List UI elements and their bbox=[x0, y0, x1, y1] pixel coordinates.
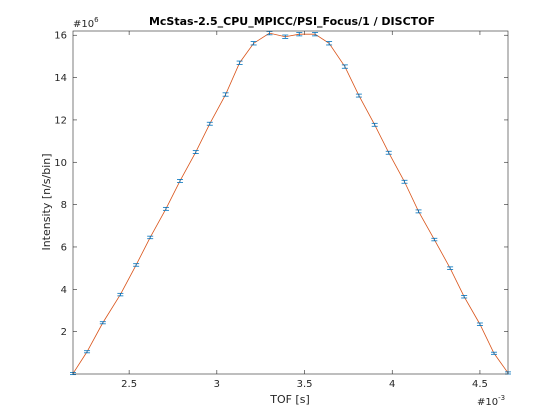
x-axis-label: TOF [s] bbox=[269, 393, 310, 406]
y-tick-label: 6 bbox=[61, 242, 67, 253]
x-tick-label: 3 bbox=[214, 379, 220, 390]
errorbar-point bbox=[461, 295, 468, 299]
errorbar-point bbox=[192, 150, 199, 154]
errorbar-point bbox=[176, 179, 183, 183]
errorbar-point bbox=[326, 41, 333, 46]
errorbar-point bbox=[341, 64, 348, 69]
x-tick-label: 2.5 bbox=[121, 379, 137, 390]
y-exponent-power: 6 bbox=[94, 16, 99, 24]
errorbar-point bbox=[266, 31, 273, 36]
errorbar-point bbox=[99, 321, 106, 325]
errorbar-point bbox=[133, 263, 140, 267]
errorbar-point bbox=[282, 34, 289, 39]
x-tick-label: 3.5 bbox=[297, 379, 313, 390]
errorbar-point bbox=[162, 206, 169, 211]
y-tick-label: 14 bbox=[54, 73, 67, 84]
y-tick-label: 16 bbox=[54, 31, 67, 42]
ticks-layer bbox=[73, 31, 508, 374]
errorbar-point bbox=[222, 92, 229, 97]
errorbar-point bbox=[355, 93, 362, 98]
x-exponent-label: #10-3 bbox=[477, 394, 505, 408]
errorbar-point bbox=[117, 292, 124, 297]
labels-layer: 2.5 3 3.5 4 4.5 2 4 6 8 10 12 14 16 bbox=[54, 31, 488, 390]
y-tick-label: 8 bbox=[61, 200, 67, 211]
plot-area bbox=[73, 31, 508, 374]
errorbar-point bbox=[84, 350, 91, 354]
x-exponent-power: -3 bbox=[498, 394, 505, 402]
errorbar-point bbox=[147, 235, 154, 240]
errorbar-point bbox=[431, 237, 438, 242]
x-tick-label: 4.5 bbox=[472, 379, 488, 390]
errorbar-point bbox=[415, 209, 422, 214]
errorbar-point bbox=[296, 32, 303, 37]
errorbar-point bbox=[206, 121, 213, 126]
y-tick-label: 2 bbox=[61, 327, 67, 338]
chart-title: McStas-2.5_CPU_MPICC/PSI_Focus/1 / DISCT… bbox=[149, 15, 435, 28]
x-tick-label: 4 bbox=[389, 379, 395, 390]
y-exponent-base: #10 bbox=[73, 19, 94, 30]
errorbar-point bbox=[371, 122, 378, 127]
errorbar-point bbox=[447, 266, 454, 270]
errorbar-point bbox=[490, 351, 497, 355]
y-tick-label: 10 bbox=[54, 158, 67, 169]
y-tick-label: 4 bbox=[61, 285, 67, 296]
errorbar-point bbox=[476, 322, 483, 326]
errorbar-point bbox=[385, 150, 392, 155]
y-axis-label: Intensity [n/s/bin] bbox=[40, 153, 53, 250]
errorbar-point bbox=[236, 60, 243, 65]
errorbar-point bbox=[312, 32, 319, 37]
y-exponent-label: #106 bbox=[73, 16, 99, 30]
series-line bbox=[72, 32, 509, 374]
x-exponent-base: #10 bbox=[477, 397, 498, 408]
y-tick-label: 12 bbox=[54, 115, 67, 126]
errorbar-point bbox=[250, 41, 257, 46]
plot-frame bbox=[72, 30, 509, 375]
errorbar-point bbox=[401, 179, 408, 184]
